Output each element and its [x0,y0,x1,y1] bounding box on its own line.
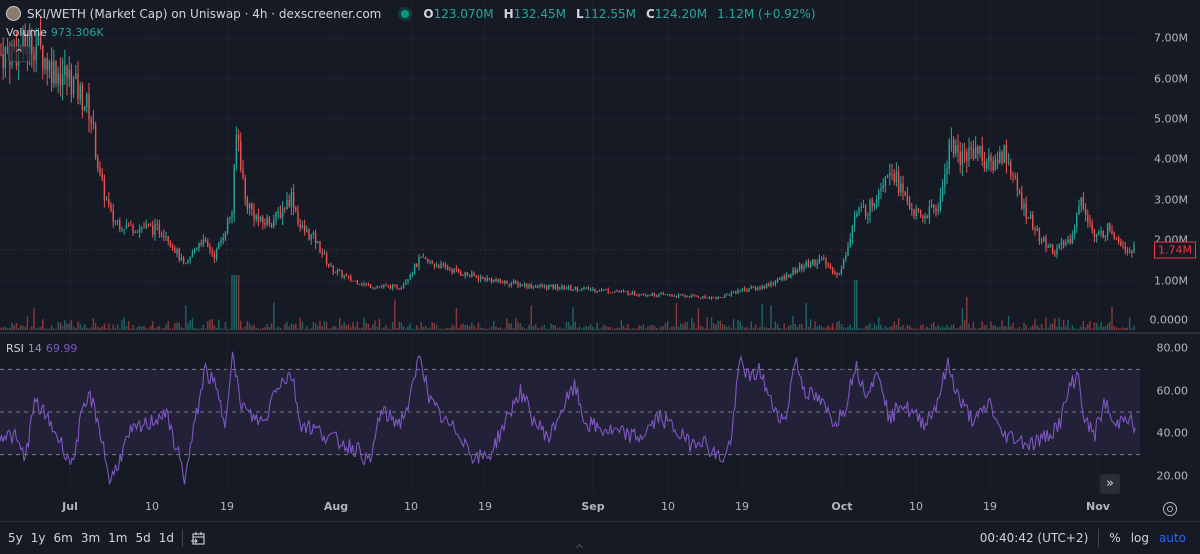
rsi-period: 14 [27,342,42,355]
time-axis-label: 19 [478,500,492,513]
time-axis-label: 19 [220,500,234,513]
log-scale-toggle[interactable]: log [1130,531,1149,545]
collapse-legend-button[interactable]: ^ [8,46,30,62]
chart-legend: SKI/WETH (Market Cap) on Uniswap · 4h · … [6,6,820,21]
price-chart-pane[interactable] [0,0,1140,332]
time-axis-label: 10 [404,500,418,513]
ohlc-change: 1.12M (+0.92%) [717,6,816,21]
ohlc-close: C124.20M [645,6,708,21]
chart-title: SKI/WETH (Market Cap) on Uniswap · 4h · … [27,6,382,21]
token-logo-icon [6,6,21,21]
ohlc-open: O123.070M [423,6,494,21]
rsi-label: RSI [6,342,24,355]
time-axis-label: Sep [581,500,605,513]
rsi-pane[interactable] [0,334,1140,494]
candlestick-chart[interactable] [0,0,1140,332]
price-axis-label: 7.00M [1154,31,1188,45]
time-axis-label: 10 [661,500,675,513]
range-6m-button[interactable]: 6m [53,531,73,545]
ohlc-high: H132.45M [503,6,566,21]
time-axis-label: 10 [145,500,159,513]
rsi-axis-label: 80.00 [1156,341,1189,355]
auto-scale-toggle[interactable]: auto [1158,531,1186,545]
volume-value: 973.306K [50,26,104,39]
price-axis[interactable]: 7.00M 6.00M 5.00M 4.00M 3.00M 2.00M 1.00… [1140,0,1200,332]
range-1y-button[interactable]: 1y [30,531,46,545]
rsi-axis-label: 60.00 [1156,384,1189,398]
toolbar-divider [1098,529,1100,547]
time-axis-label: 19 [983,500,997,513]
price-axis-label: 3.00M [1154,193,1188,207]
time-axis-label: Aug [323,500,349,513]
chart-settings-gear-icon[interactable] [1163,502,1177,516]
volume-label: Volume [6,26,47,39]
price-axis-label: 1.00M [1154,274,1188,288]
range-5y-button[interactable]: 5y [8,531,23,545]
time-axis-label: Jul [62,500,78,513]
range-5d-button[interactable]: 5d [135,531,151,545]
price-axis-label: 0.0000 [1149,313,1189,327]
current-price-tag: 1.74M [1154,241,1196,259]
time-axis-label: Nov [1086,500,1110,513]
bottom-toolbar: 5y 1y 6m 3m 1m 5d 1d 00:40:42 (UTC+2) % … [0,521,1200,554]
range-1d-button[interactable]: 1d [158,531,175,545]
rsi-axis-label: 40.00 [1156,426,1189,440]
rsi-value: 69.99 [45,342,78,355]
rsi-line-chart[interactable] [0,334,1140,494]
pane-separator[interactable] [0,332,1200,334]
percent-scale-toggle[interactable]: % [1109,531,1121,545]
toolbar-divider [182,529,184,547]
ohlc-low: L112.55M [575,6,636,21]
time-axis-label: 10 [909,500,923,513]
range-3m-button[interactable]: 3m [80,531,101,545]
price-axis-label: 5.00M [1154,112,1188,126]
go-to-date-calendar-icon[interactable] [191,531,205,545]
clock-timezone[interactable]: 00:40:42 (UTC+2) [979,531,1089,545]
time-axis-label: Oct [831,500,853,513]
time-axis[interactable]: Jul 10 19 Aug 10 19 Sep 10 19 Oct 10 19 Nov [0,494,1200,520]
range-1m-button[interactable]: 1m [108,531,128,545]
rsi-axis[interactable]: 80.00 60.00 40.00 20.00 [1140,334,1200,494]
price-axis-label: 4.00M [1154,152,1188,166]
rsi-legend: RSI 14 69.99 [6,342,77,355]
time-axis-label: 19 [735,500,749,513]
scroll-to-realtime-button[interactable]: » [1100,474,1120,494]
market-status-dot-icon [401,9,410,18]
volume-legend: Volume 973.306K [6,26,104,39]
rsi-axis-label: 20.00 [1156,469,1189,483]
price-axis-label: 6.00M [1154,72,1188,86]
